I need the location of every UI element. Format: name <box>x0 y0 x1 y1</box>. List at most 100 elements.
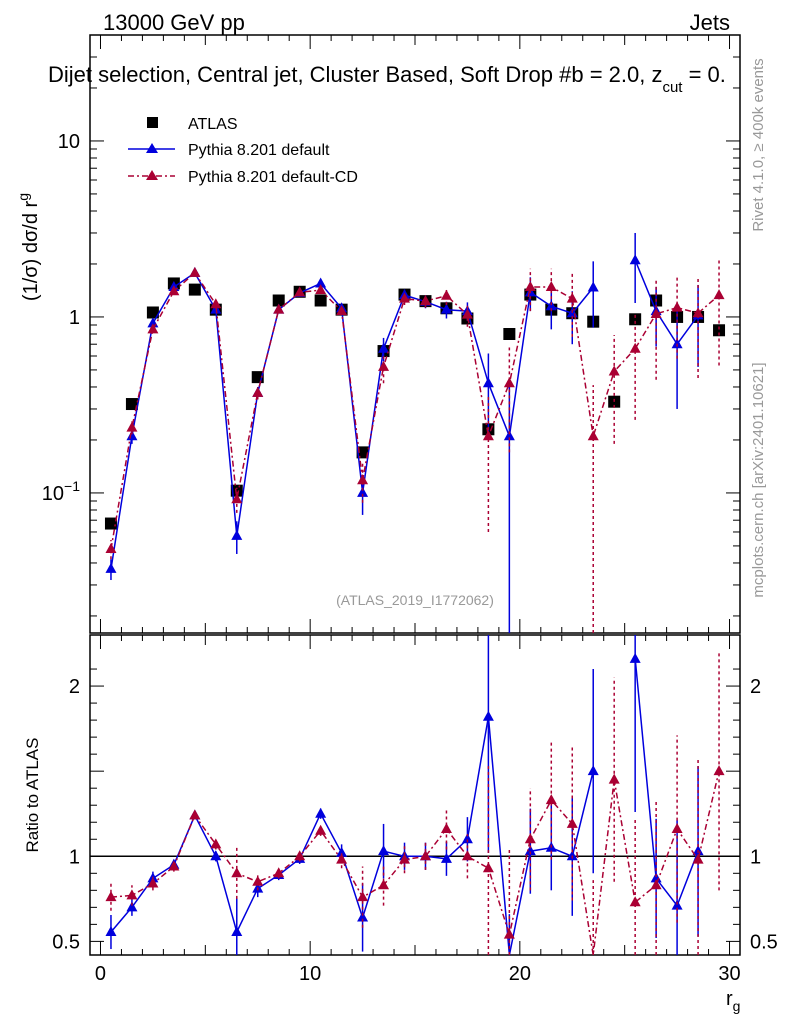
pyd-main-point <box>315 277 327 288</box>
main-ytick-base: 10 <box>42 483 64 505</box>
ratio-ytick-label-right: 2 <box>750 676 761 698</box>
ratio-ytick-label: 1 <box>69 846 80 868</box>
legend: ATLAS Pythia 8.201 default Pythia 8.201 … <box>128 116 358 186</box>
ratio-ytick-label-right: 1 <box>750 846 761 868</box>
pycd-ratio-point <box>608 773 620 784</box>
pycd-ratio-point <box>482 862 494 873</box>
pycd-main-point <box>545 280 557 291</box>
pyd-main-point <box>378 342 390 353</box>
pycd-ratio-point <box>545 794 557 805</box>
main-ytick-label: 10 <box>58 131 80 153</box>
pycd-main-point <box>357 474 369 485</box>
header-left: 13000 GeV pp <box>103 10 245 35</box>
pycd-main-point <box>650 307 662 318</box>
pycd-ratio-point <box>210 838 222 849</box>
mcplots-label: mcplots.cern.ch [arXiv:2401.10621] <box>750 362 767 597</box>
pyd-main-point <box>587 281 599 292</box>
pycd-main-point <box>629 342 641 353</box>
pyd-ratio-point <box>231 926 243 937</box>
pycd-ratio-point <box>629 896 641 907</box>
atlas-point <box>314 294 327 307</box>
legend-pycd-label: Pythia 8.201 default-CD <box>188 169 358 186</box>
pycd-main-point <box>294 286 306 297</box>
pyd-main-point <box>440 303 452 314</box>
pycd-main-point <box>587 430 599 441</box>
atlas-point <box>125 398 138 411</box>
pyd-ratio-point <box>440 852 452 863</box>
pyd-ratio-point <box>126 901 138 912</box>
rivet-label: Rivet 4.1.0, ≥ 400k events <box>750 58 767 231</box>
selection-tail: = 0. <box>682 62 725 87</box>
pycd-main-point <box>671 301 683 312</box>
pycd-main-point <box>566 292 578 303</box>
pyd-main-point <box>105 562 117 573</box>
pycd-ratio-point <box>671 823 683 834</box>
ratio-ylabel: Ratio to ATLAS <box>23 738 42 853</box>
legend-pyd-label: Pythia 8.201 default <box>188 142 330 159</box>
pyd-main-point <box>629 254 641 265</box>
pycd-main-point <box>503 377 515 388</box>
atlas-point <box>146 306 159 319</box>
pycd-main-point <box>461 308 473 319</box>
xlabel-subscript: g <box>733 998 741 1014</box>
pycd-ratio-point <box>419 850 431 861</box>
main-ytick-base: 1 <box>69 307 80 329</box>
main-ylabel: (1/σ) dσ/d rg <box>15 193 42 301</box>
pycd-ratio-point <box>440 823 452 834</box>
pycd-ratio-point <box>252 875 264 886</box>
pyd-ratio-line <box>110 716 594 956</box>
atlas-point <box>230 484 243 497</box>
pycd-ratio-point <box>461 850 473 861</box>
pycd-main-point <box>336 305 348 316</box>
xlabel: rg <box>726 988 740 1014</box>
pycd-ratio-point <box>713 765 725 776</box>
pycd-ratio-point <box>126 889 138 900</box>
main-ytick-label: 10−1 <box>42 478 80 505</box>
ratio-frame <box>89 634 741 956</box>
pycd-ratio-point <box>273 867 285 878</box>
pyd-ratio-point <box>524 845 536 856</box>
pycd-main-point <box>168 285 180 296</box>
pyd-main-point <box>545 300 557 311</box>
ratio-ytick-label: 2 <box>69 676 80 698</box>
pycd-ratio-point <box>378 879 390 890</box>
pyd-ratio-point <box>482 710 494 721</box>
pycd-ratio-point <box>105 891 117 902</box>
pycd-main-point <box>126 421 138 432</box>
pyd-main-line <box>110 271 594 570</box>
pycd-main-point <box>419 295 431 306</box>
atlas-point <box>713 324 726 337</box>
pycd-ratio-point <box>147 877 159 888</box>
pyd-main-point <box>503 430 515 441</box>
pycd-main-point <box>252 386 264 397</box>
pyd-main-point <box>671 338 683 349</box>
pycd-main-point <box>273 303 285 314</box>
pyd-ratio-point <box>315 807 327 818</box>
atlas-point <box>356 446 369 459</box>
main-ytick-label: 1 <box>69 307 80 329</box>
pycd-ratio-point <box>168 860 180 871</box>
pycd-main-point <box>189 266 201 277</box>
pyd-ratio-point <box>378 845 390 856</box>
xtick-label: 10 <box>299 963 321 985</box>
pycd-ratio-point <box>399 853 411 864</box>
pyd-ratio-point <box>587 765 599 776</box>
pycd-main-point <box>399 292 411 303</box>
legend-atlas-marker <box>147 117 158 128</box>
pycd-ratio-point <box>524 833 536 844</box>
pycd-ratio-point <box>566 817 578 828</box>
pyd-main-point <box>357 486 369 497</box>
pyd-main-point <box>126 430 138 441</box>
pycd-main-point <box>608 365 620 376</box>
pycd-main-point <box>315 284 327 295</box>
atlas-point <box>503 328 516 340</box>
main-ylabel-subscript: g <box>15 193 31 201</box>
pyd-ratio-point <box>210 850 222 861</box>
legend-atlas-label: ATLAS <box>188 116 238 133</box>
main-ytick-base: 10 <box>58 131 80 153</box>
legend-pyd-marker <box>146 143 158 153</box>
pycd-ratio-point <box>231 867 243 878</box>
pyd-main-line <box>634 259 699 346</box>
xtick-label: 0 <box>95 963 106 985</box>
watermark: (ATLAS_2019_I1772062) <box>336 592 494 608</box>
